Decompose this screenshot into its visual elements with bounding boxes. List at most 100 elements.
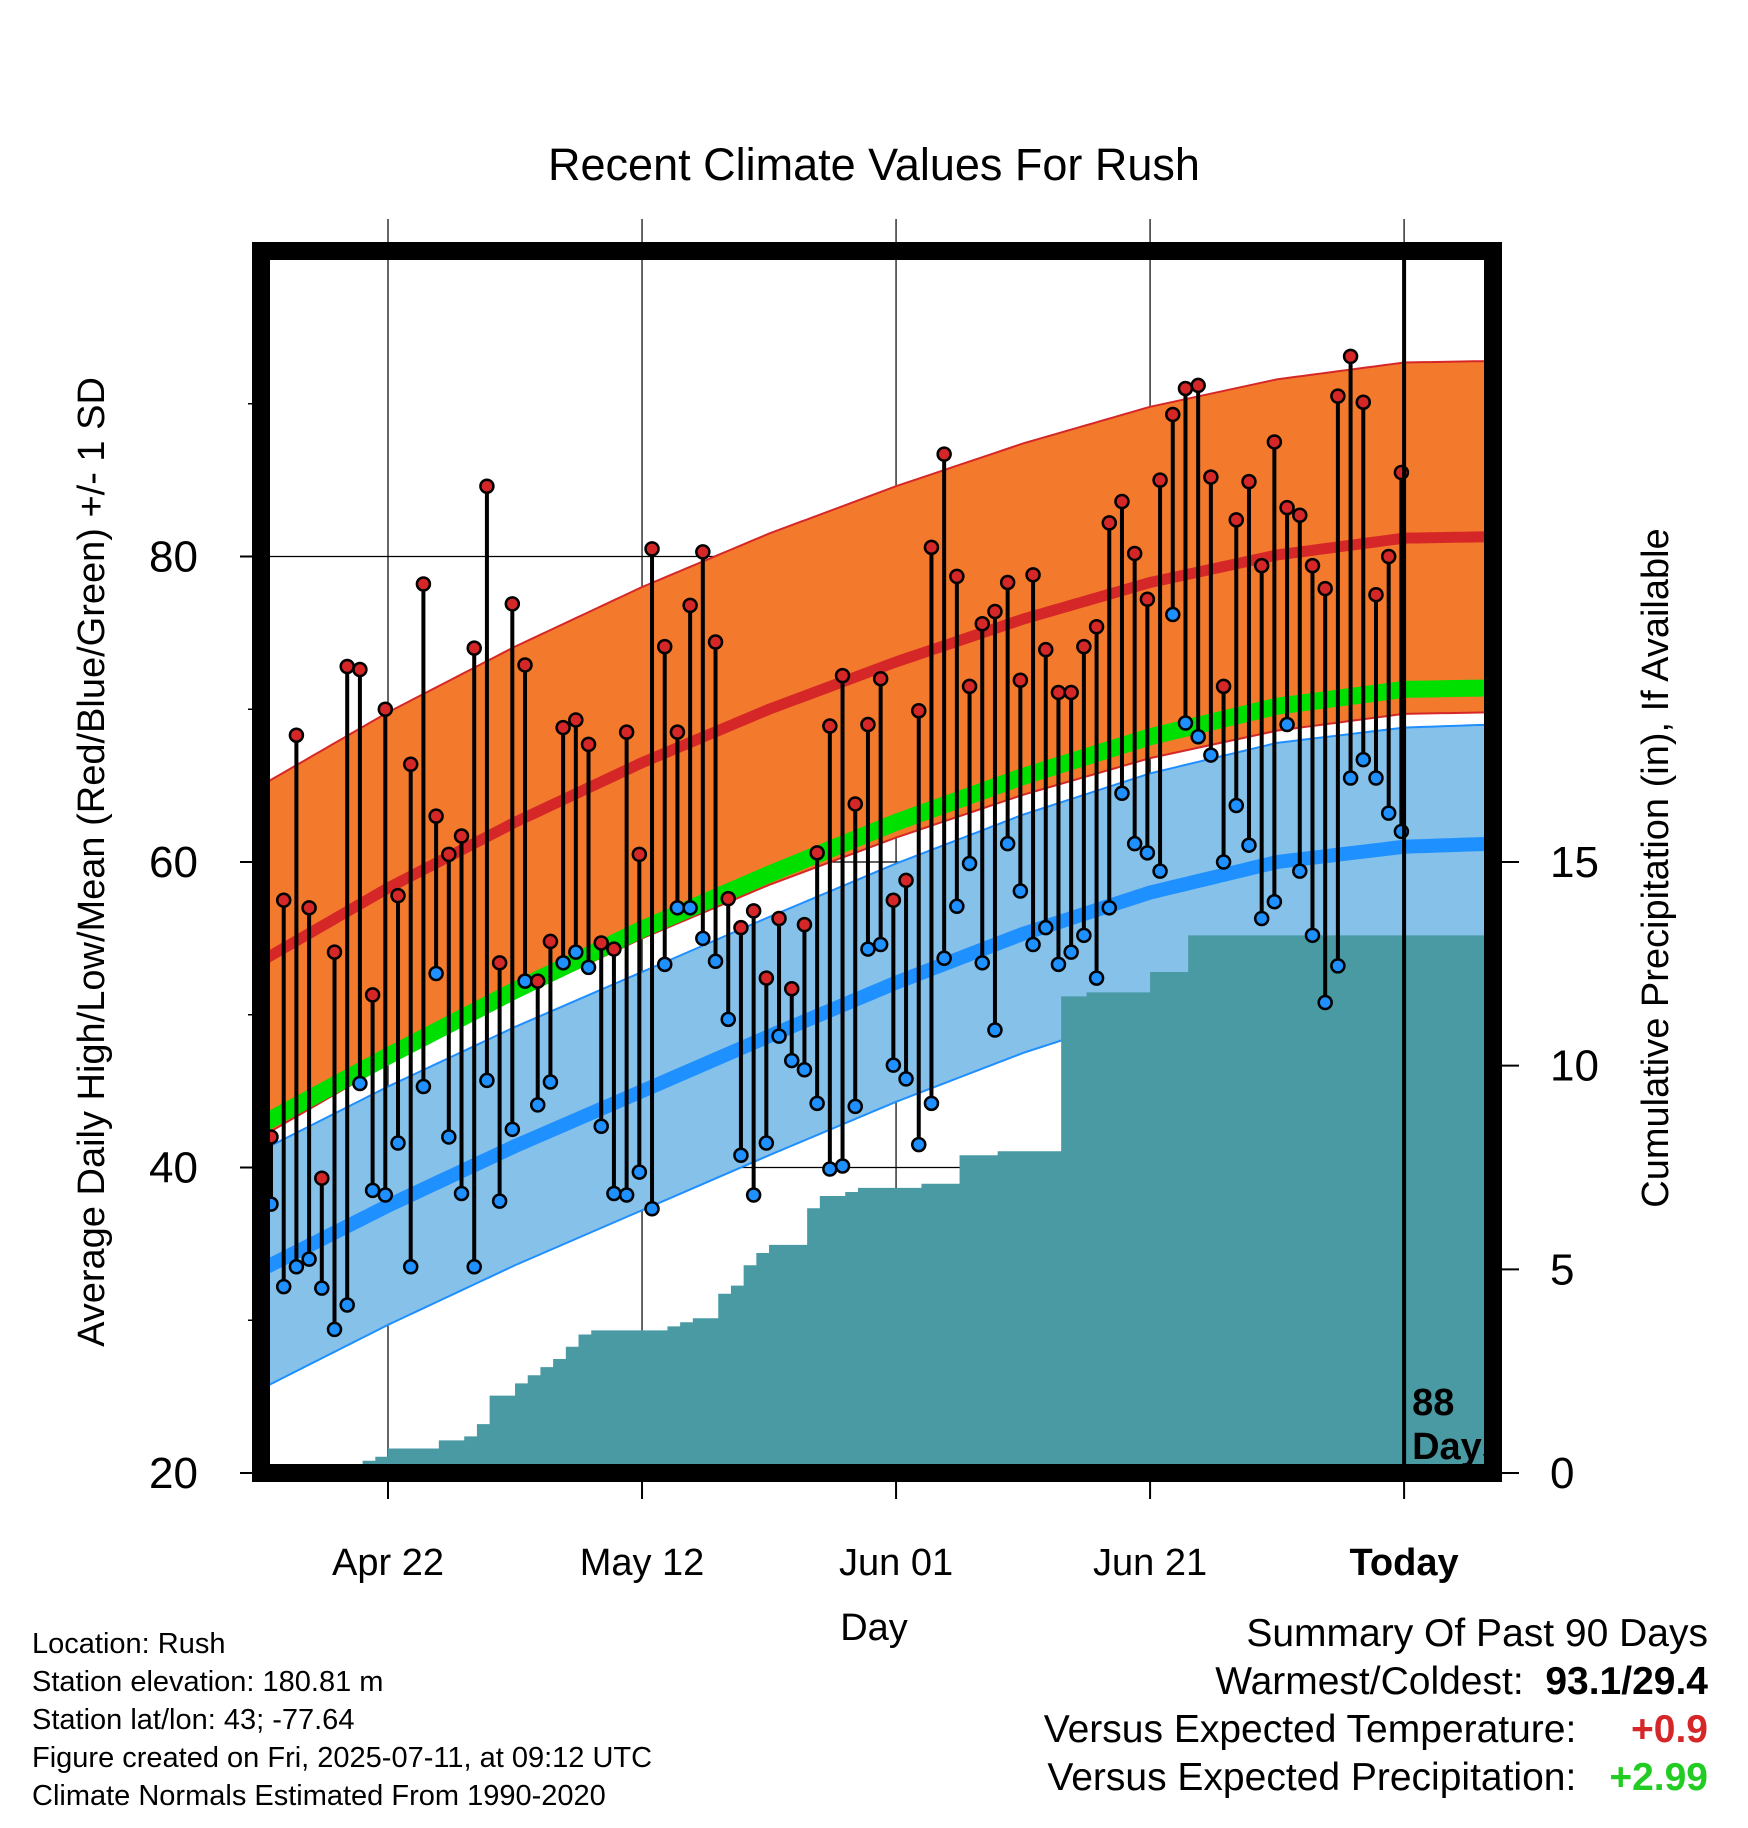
daily-points [263,348,1410,1338]
high-point-36 [720,890,736,907]
high-point-49 [885,892,902,908]
high-point-30 [644,541,660,557]
ytick-label-40: 40 [149,1144,198,1193]
high-point-61 [1038,641,1054,658]
low-point-23 [555,955,571,971]
high-point-40 [771,910,787,927]
low-point-52 [923,1095,940,1112]
low-point-62 [1050,956,1067,973]
temp-label: Versus Expected Temperature: [1043,1708,1577,1751]
high-point-46 [847,796,863,812]
xtick-label-2: Jun 01 [839,1542,953,1584]
low-point-1 [275,1278,292,1295]
low-point-29 [631,1164,648,1180]
location-line: Location: Rush [32,1628,226,1660]
high-point-70 [1152,472,1168,488]
high-point-71 [1165,406,1181,423]
high-point-23 [555,719,571,736]
low-point-74 [1203,747,1219,763]
summary-precip: Versus Expected Precipitation: +2.99 [1044,1754,1708,1802]
low-point-61 [1038,919,1054,936]
y2tick-label-5: 5 [1550,1245,1574,1294]
low-point-48 [872,936,889,953]
low-point-20 [517,973,533,989]
high-point-6 [339,658,355,675]
low-point-30 [644,1200,660,1217]
high-point-25 [580,736,597,753]
low-point-43 [809,1095,825,1112]
y2-axis-label: Cumulative Precipitation (in), If Availa… [1635,528,1677,1207]
created-line: Figure created on Fri, 2025-07-11, at 09… [32,1742,653,1774]
low-point-75 [1215,854,1232,870]
today-label-0: 88 [1412,1382,1454,1424]
low-point-66 [1101,900,1118,916]
high-point-67 [1114,493,1130,510]
high-point-29 [631,846,648,863]
high-point-41 [783,981,800,997]
low-point-34 [695,930,711,947]
high-point-10 [390,887,406,904]
low-point-5 [326,1321,343,1338]
low-point-69 [1139,845,1156,861]
low-point-83 [1317,994,1333,1011]
high-point-76 [1228,512,1245,528]
high-point-57 [987,603,1003,620]
summary-warmest: Warmest/Coldest: 93.1/29.4 [1044,1658,1708,1706]
low-point-32 [669,900,686,916]
high-point-28 [618,724,635,740]
low-point-35 [707,953,724,970]
low-point-53 [936,950,952,966]
low-point-31 [656,956,673,973]
low-point-77 [1241,837,1257,853]
high-point-47 [860,716,876,733]
low-point-33 [682,900,698,916]
high-point-5 [326,944,343,960]
high-point-75 [1215,678,1232,695]
high-point-14 [441,846,457,863]
low-point-11 [402,1259,419,1275]
x-axis-label: Day [840,1607,908,1649]
high-point-69 [1139,591,1156,608]
low-point-58 [999,835,1016,852]
high-point-45 [834,667,851,684]
y2tick-label-0: 0 [1550,1449,1574,1498]
high-point-9 [377,701,394,717]
low-point-65 [1088,970,1105,986]
low-point-13 [428,965,444,982]
low-point-87 [1368,770,1384,786]
high-point-52 [923,539,940,556]
low-point-49 [885,1057,902,1073]
low-point-51 [911,1136,927,1153]
precip-area-shape [261,935,1493,1473]
high-point-74 [1203,469,1219,485]
daily-stems [269,356,1404,1330]
high-point-65 [1088,619,1105,635]
high-point-58 [999,574,1016,591]
high-point-55 [961,678,978,695]
low-point-36 [720,1011,736,1028]
low-point-46 [847,1098,863,1115]
low-point-79 [1266,893,1283,910]
latlon-line: Station lat/lon: 43; -77.64 [32,1704,355,1736]
high-point-21 [529,973,546,989]
low-point-39 [758,1135,775,1151]
high-point-2 [288,727,305,743]
high-point-68 [1126,545,1143,562]
low-point-7 [352,1075,368,1092]
low-point-38 [745,1187,762,1203]
precip-value: +2.99 [1609,1756,1708,1799]
low-point-73 [1190,728,1206,745]
low-point-88 [1380,805,1397,821]
low-point-45 [834,1158,851,1174]
low-point-60 [1025,936,1041,953]
high-point-72 [1177,380,1194,397]
low-point-40 [771,1028,787,1044]
high-point-8 [364,987,381,1003]
high-point-60 [1025,567,1041,583]
ytick-label-60: 60 [149,838,198,887]
high-point-78 [1253,557,1270,574]
high-point-19 [504,596,521,612]
low-point-17 [479,1072,495,1089]
low-point-42 [796,1061,813,1078]
